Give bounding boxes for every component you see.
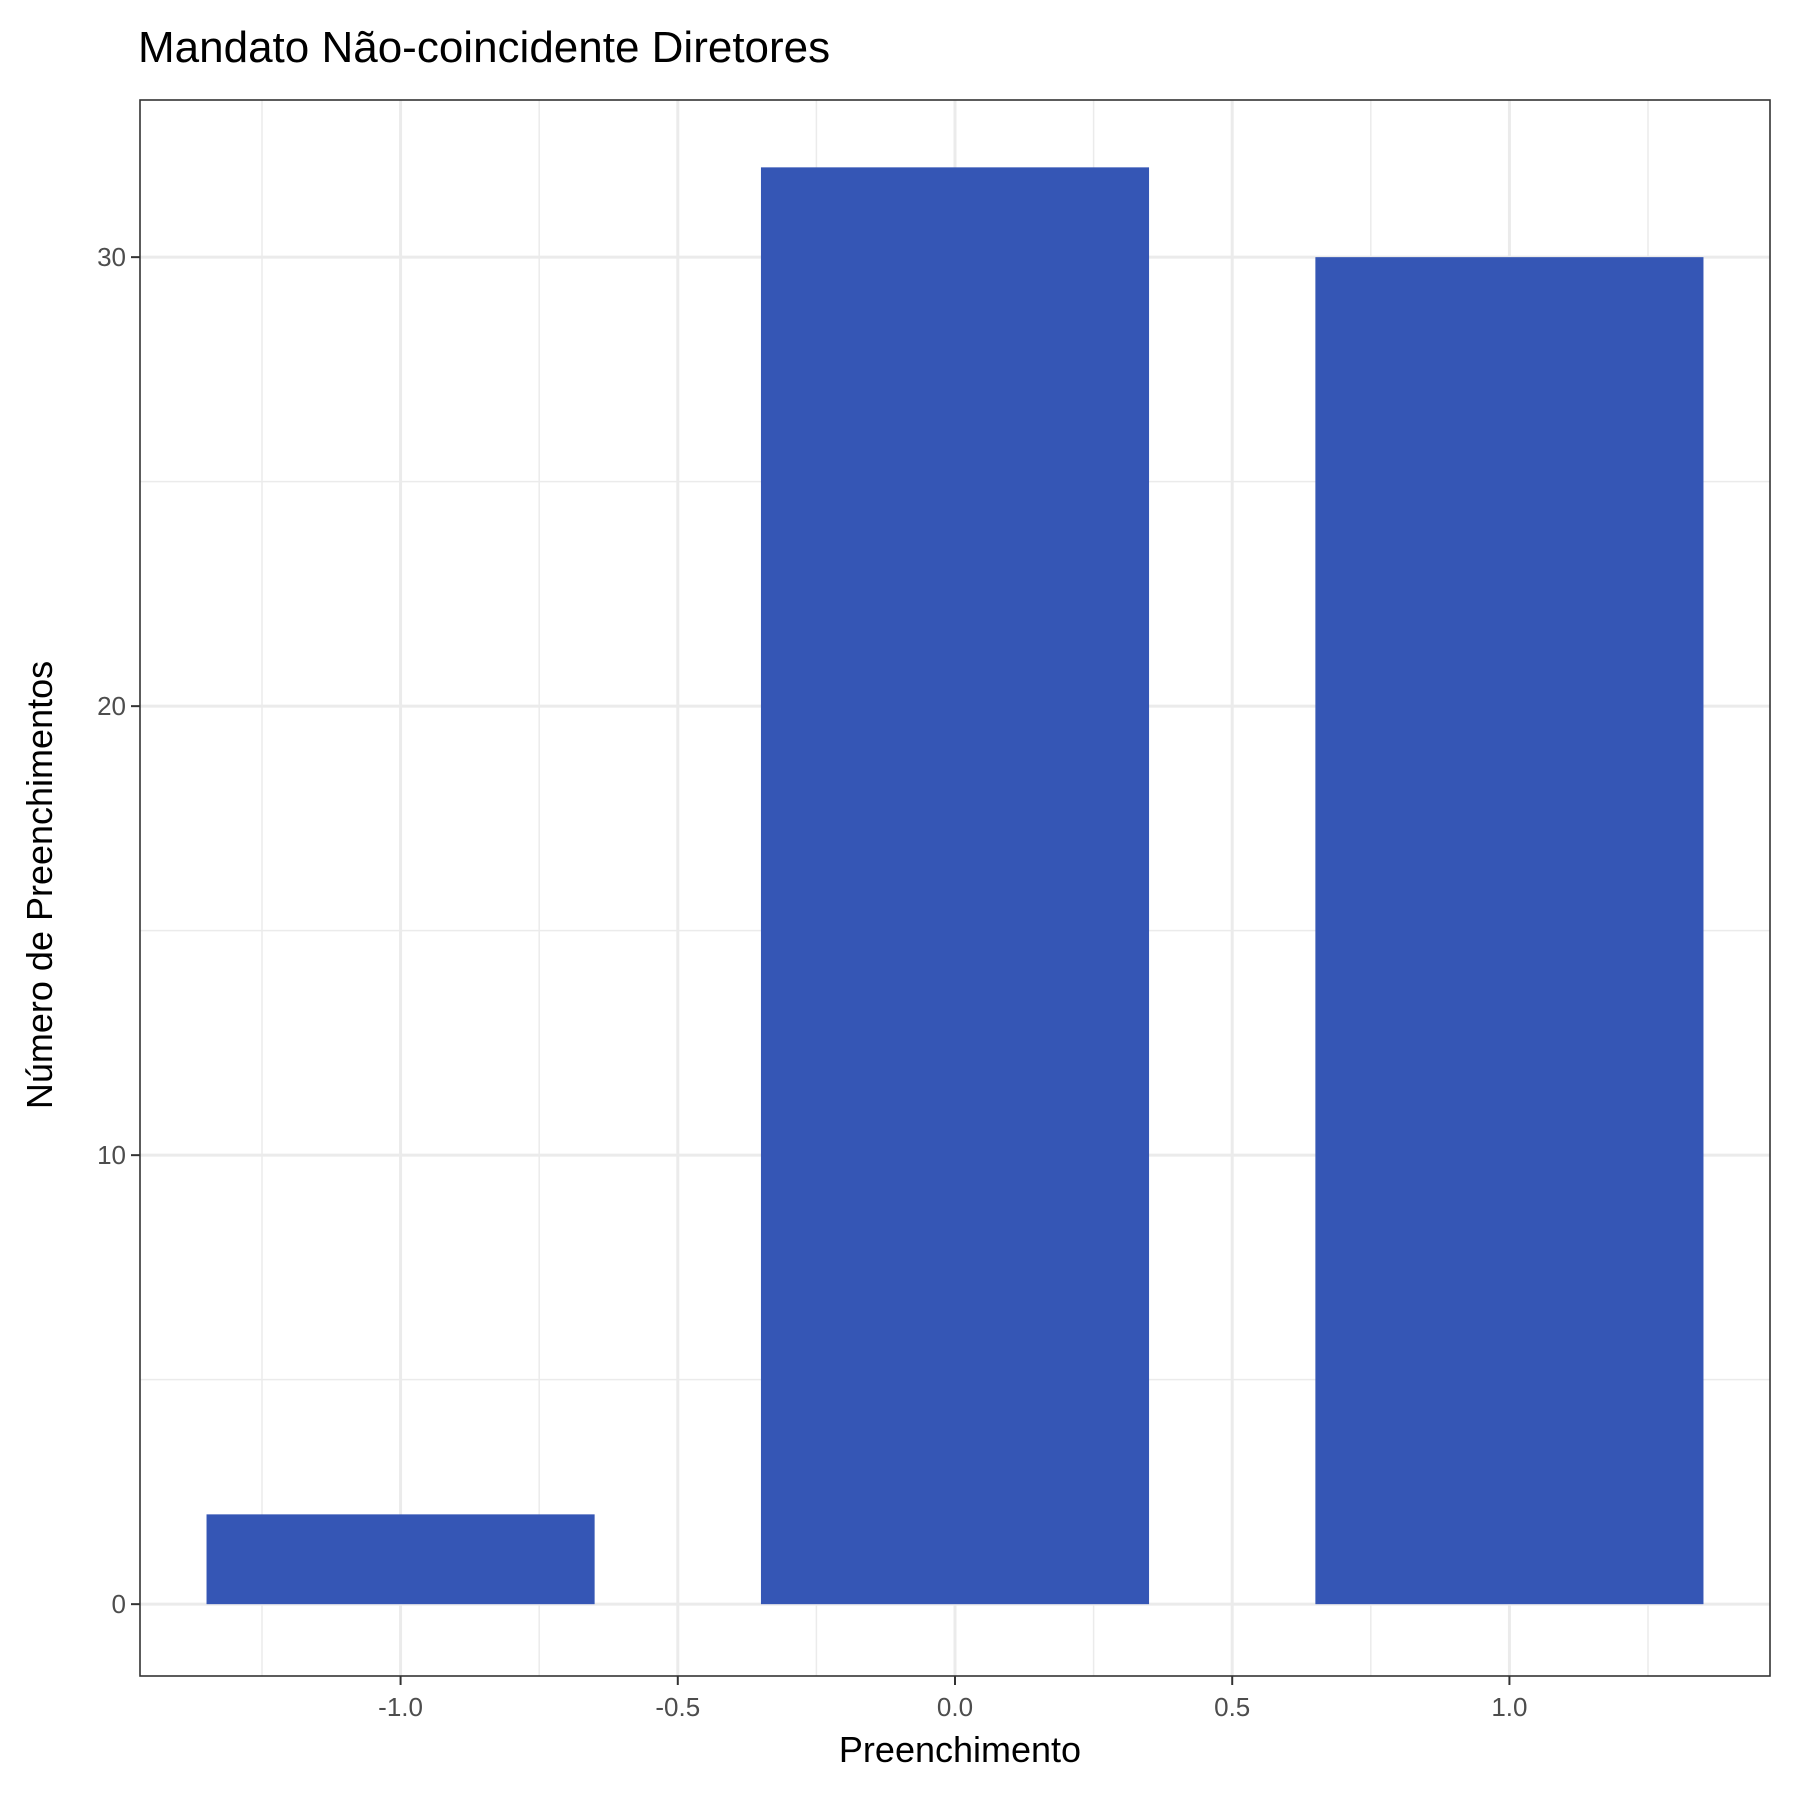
y-tick-label: 30: [97, 242, 126, 272]
bar: [760, 167, 1150, 1605]
bars: [206, 167, 1704, 1605]
x-axis: -1.0 -0.5 0.0 0.5 1.0: [378, 1676, 1527, 1722]
x-tick-label: 1.0: [1491, 1692, 1527, 1722]
y-tick-label: 0: [112, 1589, 126, 1619]
chart-title: Mandato Não-coincidente Diretores: [138, 23, 830, 72]
x-tick-label: 0.0: [937, 1692, 973, 1722]
x-tick-label: 0.5: [1214, 1692, 1250, 1722]
y-axis: 0 10 20 30: [97, 242, 140, 1619]
x-tick-label: -0.5: [655, 1692, 700, 1722]
x-axis-title: Preenchimento: [839, 1729, 1081, 1770]
x-tick-label: -1.0: [378, 1692, 423, 1722]
bar: [206, 1514, 595, 1605]
y-axis-title: Número de Preenchimentos: [19, 661, 60, 1109]
y-tick-label: 20: [97, 691, 126, 721]
y-tick-label: 10: [97, 1140, 126, 1170]
bar: [1315, 257, 1704, 1605]
